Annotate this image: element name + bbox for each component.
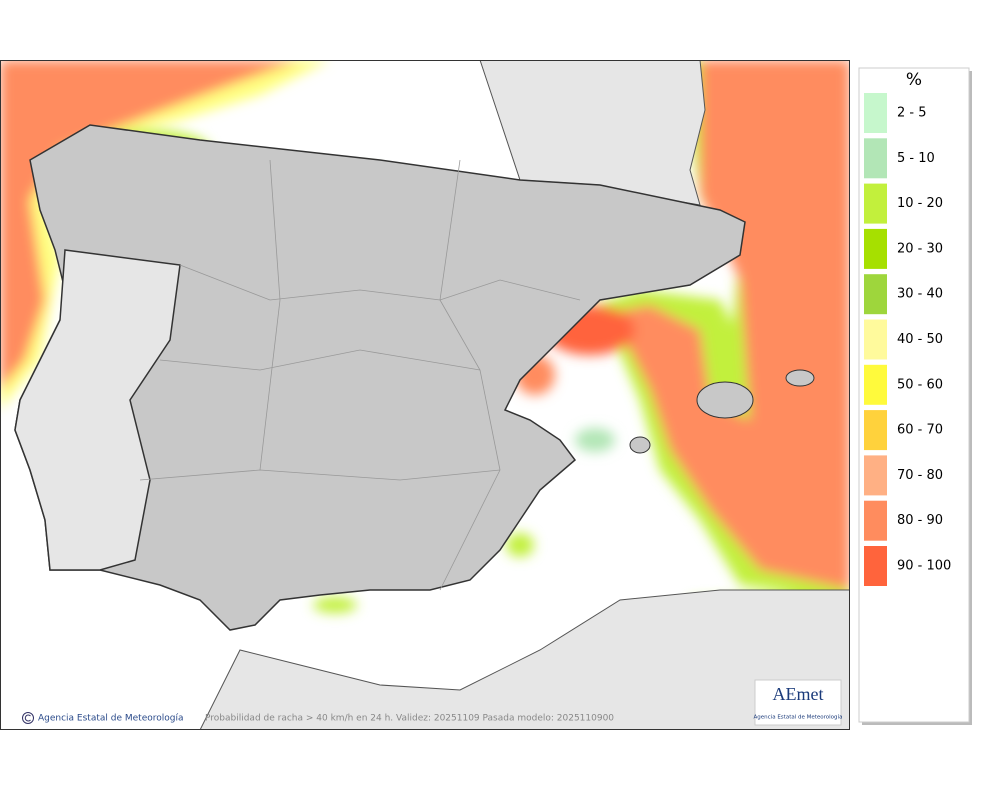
legend-swatch [864, 546, 887, 586]
ibiza [629, 436, 651, 454]
copyright-icon [22, 712, 34, 724]
legend-label: 10 - 20 [897, 196, 943, 211]
portugal [14, 249, 181, 571]
legend-label: 2 - 5 [897, 106, 927, 121]
mallorca [696, 381, 754, 419]
legend-swatch [864, 183, 887, 224]
legend-label: 90 - 100 [897, 559, 951, 574]
legend-swatch [864, 274, 887, 315]
caption: Probabilidad de racha > 40 km/h en 24 h.… [205, 714, 614, 724]
logo-brand: AEmet [773, 684, 824, 704]
legend-label: 40 - 50 [897, 332, 943, 347]
legend-title: % [906, 70, 922, 90]
legend-label: 5 - 10 [897, 151, 935, 166]
region-borders [139, 159, 581, 591]
legend-label: 70 - 80 [897, 468, 943, 483]
legend-label: 80 - 90 [897, 513, 943, 528]
legend-label: 20 - 30 [897, 241, 943, 256]
legend-swatch [864, 500, 887, 541]
legend-swatch [864, 138, 887, 179]
legend-swatch [864, 364, 887, 405]
legend-items: 2 - 5 5 - 10 10 - 20 20 - 30 30 - 40 40 - 50 5… [864, 93, 951, 586]
map-frame [0, 60, 850, 730]
legend-label: 60 - 70 [897, 423, 943, 438]
legend-swatch [864, 319, 887, 360]
map [0, 60, 850, 730]
legend-label: 30 - 40 [897, 287, 943, 302]
legend-label: 50 - 60 [897, 377, 943, 392]
legend-swatch [864, 410, 887, 451]
legend-swatch [864, 93, 887, 133]
logo-box [754, 679, 842, 726]
logo-subtitle: Agencia Estatal de Meteorología [754, 714, 843, 721]
legend-swatch [864, 228, 887, 269]
menorca [785, 369, 815, 387]
credit: Agencia Estatal de Meteorología [38, 714, 184, 724]
legend-swatch [864, 455, 887, 496]
africa [199, 589, 850, 730]
